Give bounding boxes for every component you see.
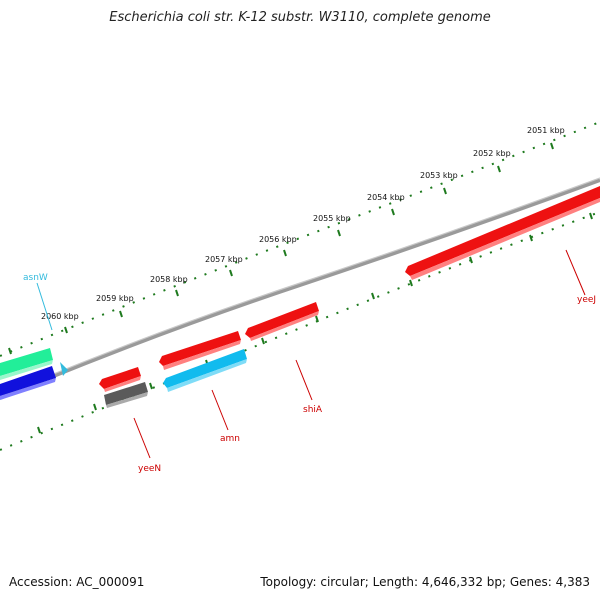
topology-text: Topology: circular; Length: 4,646,332 bp… xyxy=(260,575,590,589)
tick-label-2053: 2053 kbp xyxy=(420,171,458,180)
gene-label-amn: amn xyxy=(220,434,240,444)
gene-teal[interactable] xyxy=(0,348,53,380)
tick-label-2060: 2060 kbp xyxy=(41,312,79,321)
gene-label-shiA: shiA xyxy=(303,405,323,415)
major-ticks xyxy=(8,142,554,355)
gene-yeeJ[interactable] xyxy=(405,186,600,280)
inner-tick-ring xyxy=(0,211,600,451)
gene-asnW-marker[interactable] xyxy=(60,362,68,376)
gene-shiA[interactable] xyxy=(245,302,319,341)
tick-label-2052: 2052 kbp xyxy=(473,149,511,158)
accession-text: Accession: AC_000091 xyxy=(9,575,145,589)
gene-label-asnW: asnW xyxy=(23,273,48,283)
tick-label-2056: 2056 kbp xyxy=(259,235,297,244)
tick-label-2054: 2054 kbp xyxy=(367,193,405,202)
tick-label-2057: 2057 kbp xyxy=(205,255,243,264)
gene-small-red[interactable] xyxy=(99,367,141,392)
map-title: Escherichia coli str. K-12 substr. W3110… xyxy=(109,10,491,25)
gene-blue[interactable] xyxy=(0,366,56,400)
gene-yeeN[interactable] xyxy=(104,382,148,408)
genome-backbone xyxy=(0,178,600,400)
gene-amn[interactable] xyxy=(159,331,241,370)
tick-label-2059: 2059 kbp xyxy=(96,294,134,303)
tick-label-2055: 2055 kbp xyxy=(313,214,351,223)
tick-label-2058: 2058 kbp xyxy=(150,275,188,284)
gene-cyan[interactable] xyxy=(163,349,247,392)
gene-label-yeeJ: yeeJ xyxy=(577,295,596,305)
gene-label-yeeN: yeeN xyxy=(138,464,161,474)
tick-label-2051: 2051 kbp xyxy=(527,126,565,135)
